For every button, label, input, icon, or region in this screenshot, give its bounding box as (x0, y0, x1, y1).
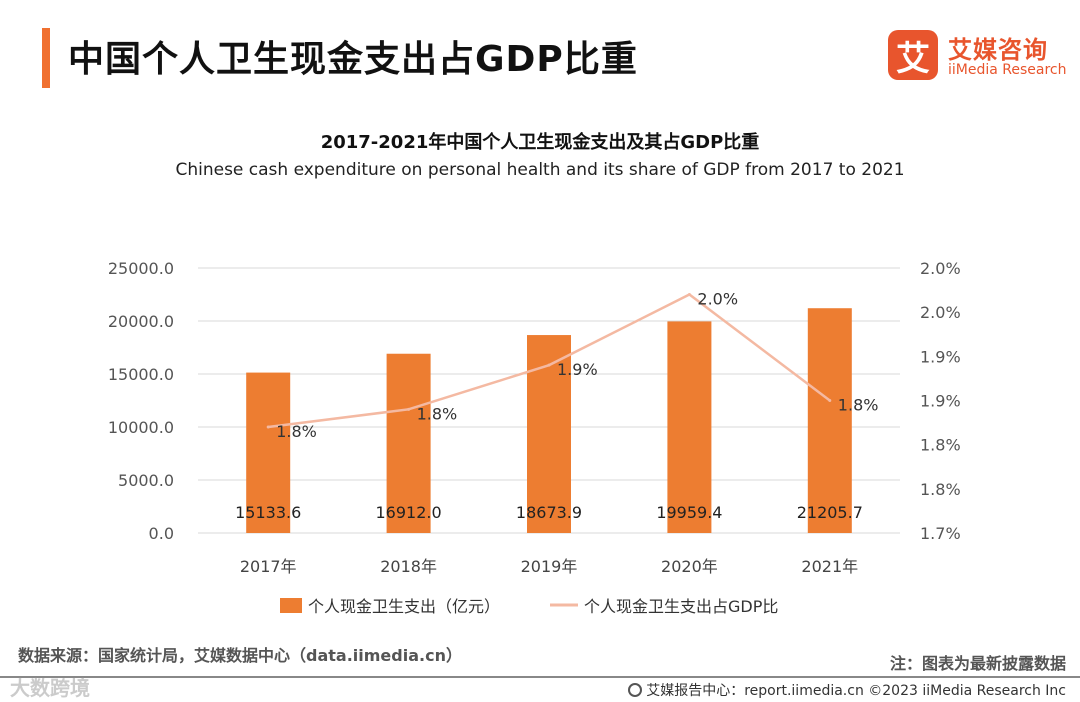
chart-title: 2017-2021年中国个人卫生现金支出及其占GDP比重 (320, 132, 760, 153)
bar (386, 353, 431, 533)
line-value-label: 1.9% (557, 360, 598, 379)
line-point (687, 293, 691, 296)
brand-logo: 艾 艾媒咨询 iiMedia Research (888, 30, 1068, 82)
x-tick-label: 2020年 (661, 557, 718, 576)
bar-value-label: 19959.4 (656, 503, 722, 522)
combo-chart: 15133.6 16912.0 18673.9 19959.4 21205.7 1.8% 1… (108, 259, 961, 616)
legend-line-label: 个人现金卫生支出占GDP比 (584, 597, 778, 616)
bar (527, 335, 571, 533)
globe-icon (628, 683, 643, 697)
line-value-label: 1.8% (276, 422, 317, 441)
y-right-tick-label: 1.8% (920, 480, 961, 499)
bar-value-label: 16912.0 (376, 503, 442, 522)
grid-lines (198, 267, 900, 534)
y-left-tick-label: 15000.0 (108, 365, 174, 384)
y-right-tick-label: 1.9% (920, 392, 961, 411)
x-tick-label: 2018年 (380, 557, 437, 576)
y-left-tick-label: 20000.0 (108, 312, 174, 331)
line-point (266, 425, 270, 429)
legend-bar-label: 个人现金卫生支出（亿元） (308, 597, 500, 616)
logo-mark: 艾 (888, 30, 938, 80)
bar (667, 321, 712, 533)
data-labels: 15133.6 16912.0 18673.9 19959.4 21205.7 1.8% 1… (235, 290, 878, 523)
bar-value-label: 15133.6 (235, 503, 301, 522)
y-left-tick-label: 25000.0 (108, 259, 174, 278)
y-left-tick-label: 10000.0 (108, 418, 174, 437)
y-left-tick-label: 5000.0 (118, 471, 174, 490)
line-point (547, 363, 551, 367)
footer-divider (0, 676, 1080, 678)
line-value-label: 2.0% (697, 290, 738, 309)
bar-value-label: 21205.7 (797, 503, 863, 522)
y-right-tick-label: 1.9% (920, 347, 961, 366)
line-series (266, 293, 832, 429)
logo-name-en: iiMedia Research (948, 62, 1067, 78)
line-value-label: 1.8% (417, 404, 458, 423)
watermark: 大数跨境 (10, 676, 90, 700)
line-value-label: 1.8% (838, 396, 879, 415)
x-tick-label: 2017年 (240, 557, 297, 576)
axis-labels: 0.0 5000.0 10000.0 15000.0 20000.0 25000.0 1.7… (108, 259, 961, 576)
page-title: 中国个人卫生现金支出占GDP比重 (68, 39, 638, 80)
legend: 个人现金卫生支出（亿元） 个人现金卫生支出占GDP比 (280, 597, 778, 616)
legend-bar-swatch (280, 598, 302, 613)
y-right-tick-label: 1.7% (920, 524, 961, 543)
x-tick-label: 2019年 (521, 557, 578, 576)
y-right-tick-label: 2.0% (920, 303, 961, 322)
copyright-text: 艾媒报告中心：report.iimedia.cn ©2023 iiMedia R… (646, 683, 1066, 699)
chart-subtitle: Chinese cash expenditure on personal hea… (175, 160, 905, 180)
title-accent-bar (42, 28, 50, 88)
line-point (407, 407, 411, 411)
footer-copyright: 艾媒报告中心：report.iimedia.cn ©2023 iiMedia R… (628, 680, 1066, 700)
y-left-tick-label: 0.0 (149, 524, 174, 543)
y-right-tick-label: 1.8% (920, 436, 961, 455)
bar-series (246, 308, 852, 533)
logo-name-cn: 艾媒咨询 (948, 36, 1048, 64)
x-tick-label: 2021年 (801, 557, 858, 576)
chart-note: 注：图表为最新披露数据 (889, 654, 1066, 673)
bar (246, 372, 291, 533)
line-point (828, 399, 832, 402)
data-source: 数据来源：国家统计局，艾媒数据中心（data.iimedia.cn） (18, 646, 462, 665)
y-right-tick-label: 2.0% (920, 259, 961, 278)
bar-value-label: 18673.9 (516, 503, 582, 522)
bar (807, 308, 852, 533)
